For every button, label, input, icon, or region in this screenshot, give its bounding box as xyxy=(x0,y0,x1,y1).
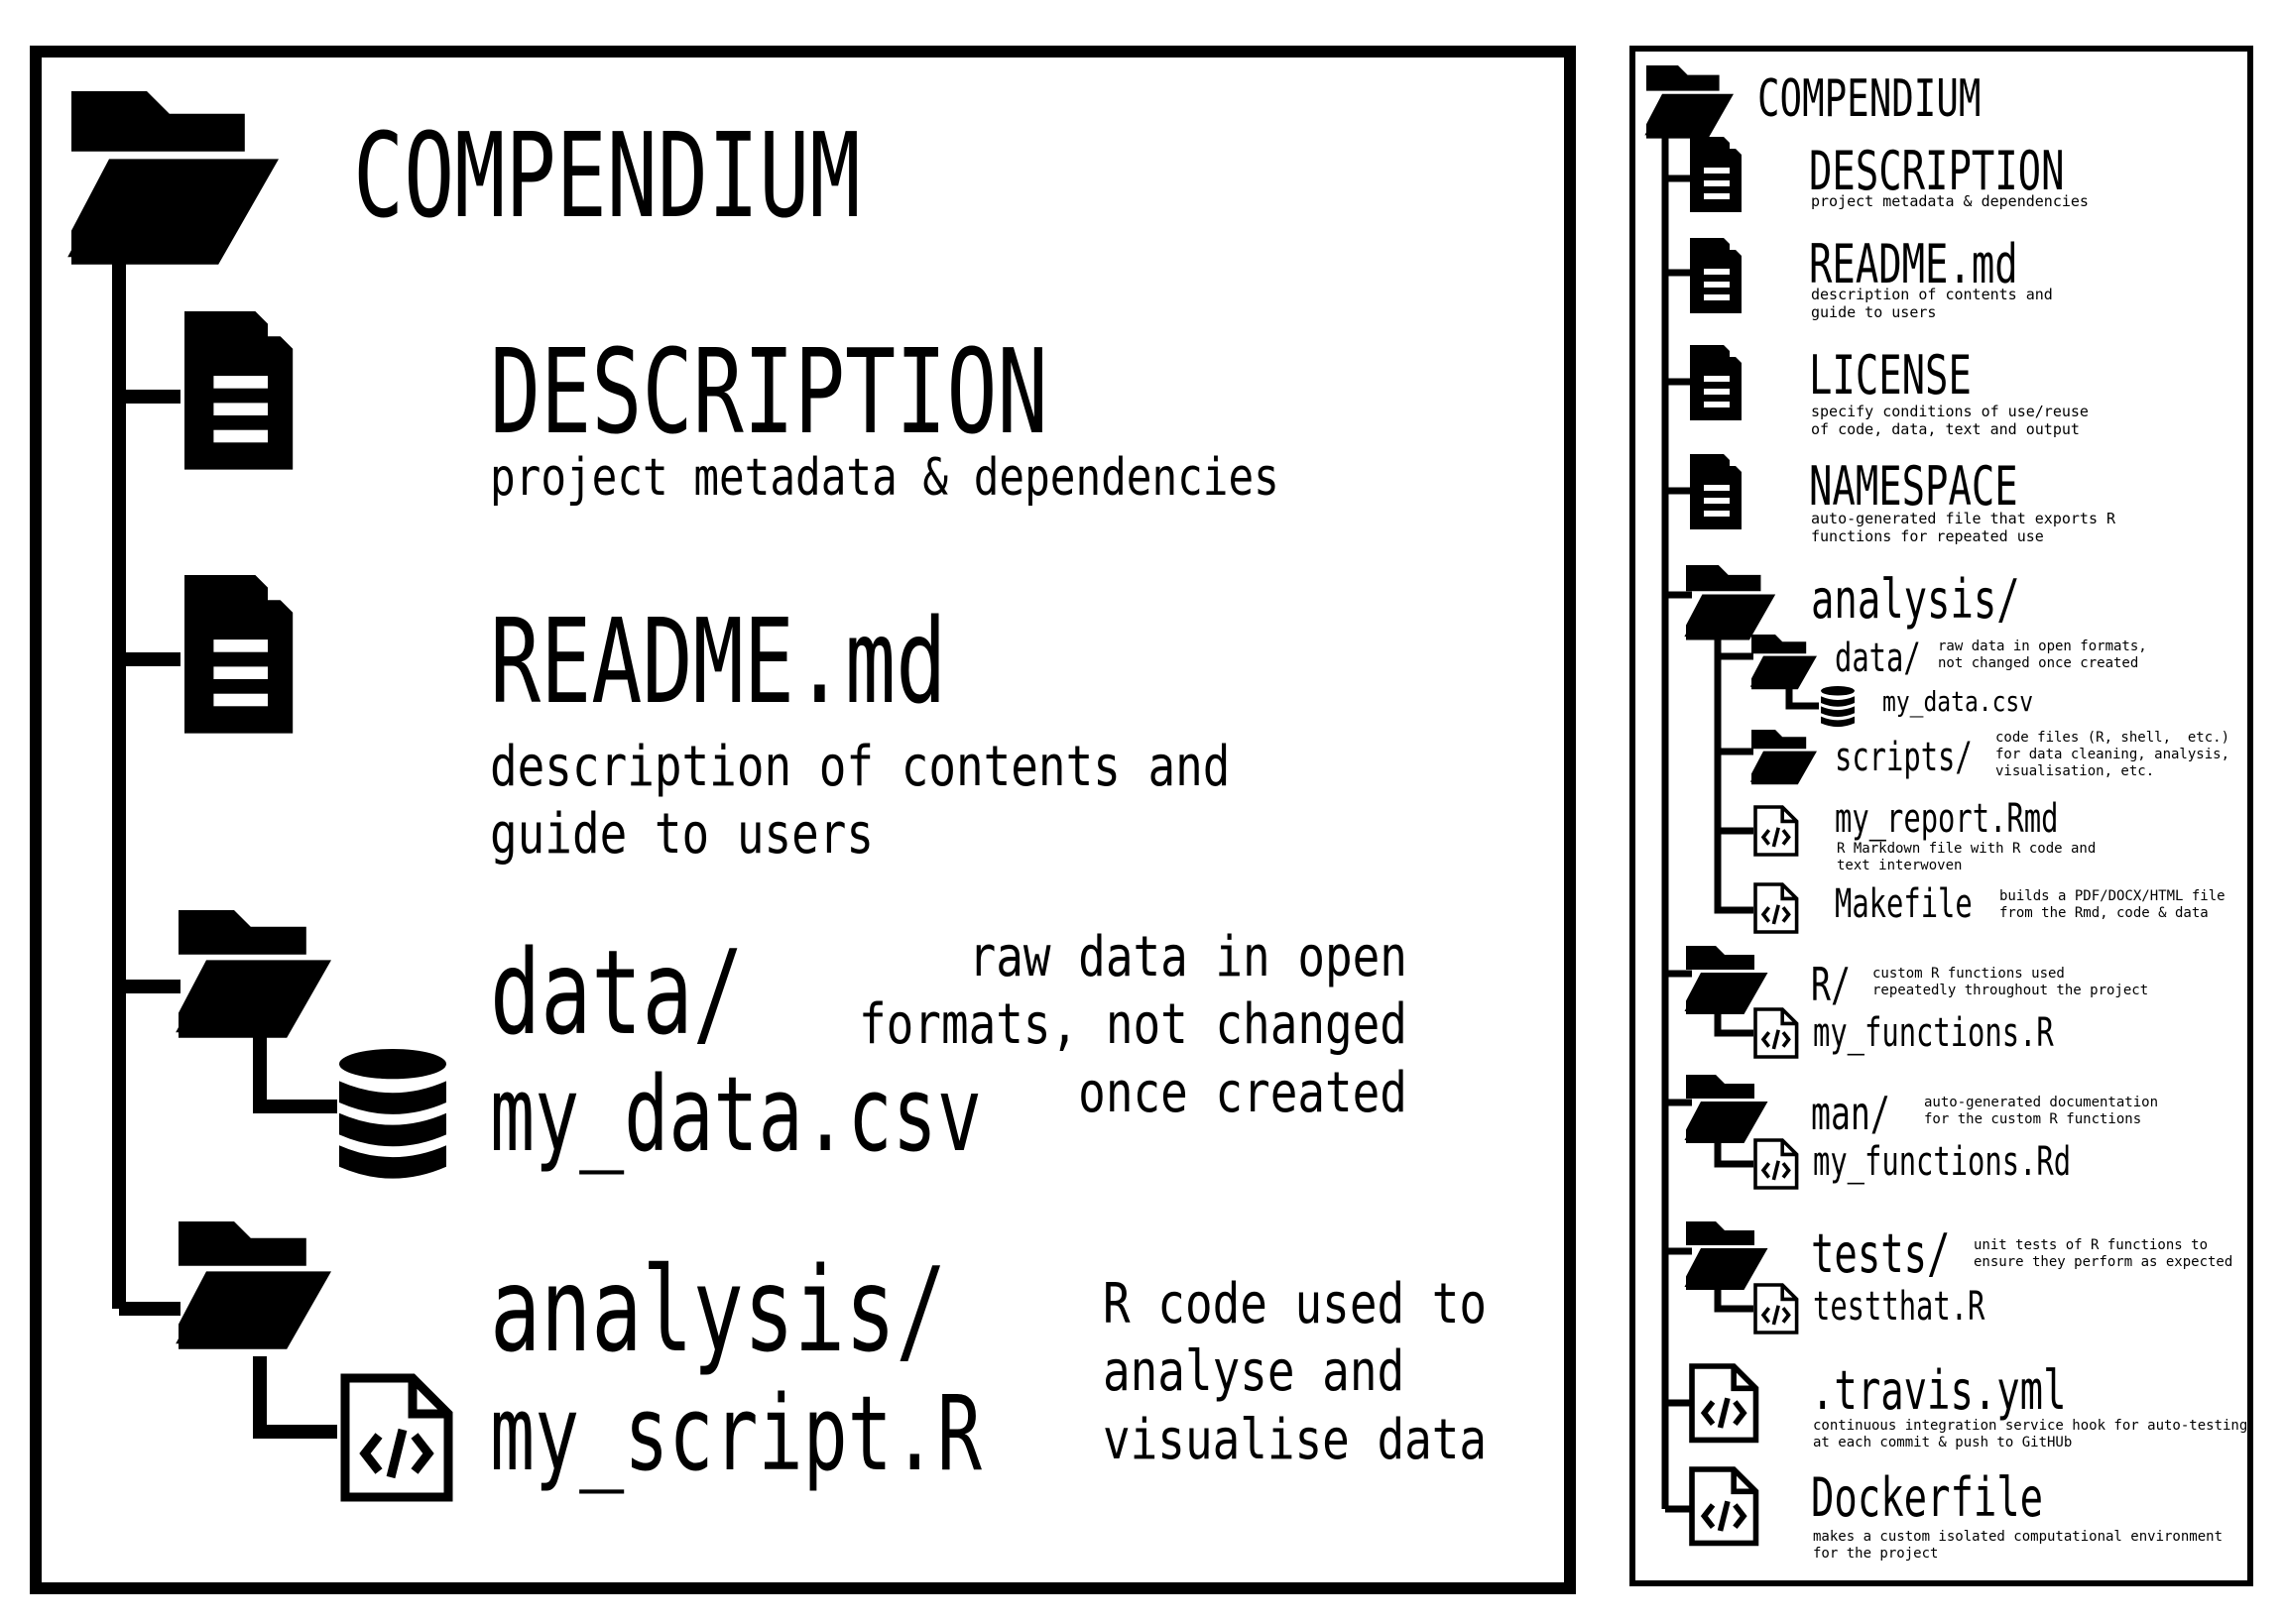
database-icon xyxy=(1821,686,1855,728)
code-file-icon xyxy=(1692,1469,1755,1543)
full-root-title: COMPENDIUM xyxy=(1757,69,1982,129)
full-tree-lines xyxy=(1661,119,1819,1513)
code-file-icon xyxy=(1692,1366,1755,1440)
full-report-title: my_report.Rmd xyxy=(1835,796,2059,842)
data-folder-title: data/ xyxy=(490,924,744,1061)
full-tests-title: tests/ xyxy=(1811,1222,1951,1285)
code-file-icon xyxy=(345,1378,448,1497)
full-travis-desc: continuous integration service hook for … xyxy=(1813,1418,2248,1451)
open-folder-icon xyxy=(176,910,331,1038)
simple-root-title: COMPENDIUM xyxy=(353,107,861,244)
root-folder-icon xyxy=(67,91,279,265)
full-r-file: my_functions.R xyxy=(1813,1010,2054,1056)
full-docker-title: Dockerfile xyxy=(1811,1466,2044,1529)
code-file-icon xyxy=(1753,882,1799,934)
root-folder-icon xyxy=(1644,65,1734,139)
simple-tree-lines xyxy=(112,238,337,1439)
open-folder-icon xyxy=(1684,1221,1768,1290)
full-man-title: man/ xyxy=(1811,1087,1890,1140)
document-icon xyxy=(184,305,300,470)
document-icon xyxy=(1688,233,1746,315)
full-panel-frame xyxy=(1629,46,2253,1586)
description-desc: project metadata & dependencies xyxy=(490,448,1279,508)
full-travis-title: .travis.yml xyxy=(1811,1359,2067,1422)
code-file-icon xyxy=(1753,1007,1799,1059)
full-data-file: my_data.csv xyxy=(1882,685,2034,718)
full-scripts-title: scripts/ xyxy=(1835,735,1973,780)
full-r-desc: custom R functions used repeatedly throu… xyxy=(1872,966,2149,999)
full-readme-title: README.md xyxy=(1809,233,2018,295)
full-readme-desc: description of contents and guide to use… xyxy=(1811,286,2053,322)
full-docker-desc: makes a custom isolated computational en… xyxy=(1813,1529,2224,1563)
readme-title: README.md xyxy=(490,593,947,730)
full-r-title: R/ xyxy=(1811,958,1851,1011)
data-file-name: my_data.csv xyxy=(490,1054,982,1175)
open-folder-icon xyxy=(176,1221,331,1349)
code-file-icon xyxy=(1753,1283,1799,1334)
full-license-desc: specify conditions of use/reuse of code,… xyxy=(1811,403,2089,439)
simple-panel-frame xyxy=(30,46,1576,1594)
full-namespace-title: NAMESPACE xyxy=(1809,455,2018,518)
description-title: DESCRIPTION xyxy=(490,323,1048,460)
analysis-file-name: my_script.R xyxy=(490,1373,982,1494)
document-icon xyxy=(1688,340,1746,422)
full-tests-file: testthat.R xyxy=(1813,1284,1985,1330)
full-tests-desc: unit tests of R functions to ensure they… xyxy=(1974,1237,2233,1271)
analysis-folder-title: analysis/ xyxy=(490,1241,947,1378)
code-file-icon xyxy=(1753,1138,1799,1190)
readme-desc: description of contents and guide to use… xyxy=(490,735,1231,868)
full-makefile-desc: builds a PDF/DOCX/HTML file from the Rmd… xyxy=(1999,888,2225,922)
full-makefile-title: Makefile xyxy=(1835,881,1973,927)
open-folder-icon xyxy=(1749,635,1817,690)
full-analysis-title: analysis/ xyxy=(1811,568,2020,631)
code-file-icon xyxy=(1753,805,1799,857)
analysis-folder-desc: R code used to analyse and visualise dat… xyxy=(1103,1272,1488,1472)
open-folder-icon xyxy=(1684,565,1776,640)
data-folder-desc: raw data in open formats, not changed on… xyxy=(859,925,1407,1125)
full-man-desc: auto-generated documentation for the cus… xyxy=(1924,1095,2159,1128)
full-description-desc: project metadata & dependencies xyxy=(1811,192,2089,210)
full-report-desc: R Markdown file with R code and text int… xyxy=(1837,841,2097,874)
document-icon xyxy=(1688,132,1746,214)
full-license-title: LICENSE xyxy=(1809,344,1972,406)
document-icon xyxy=(1688,449,1746,531)
open-folder-icon xyxy=(1749,730,1817,785)
full-data-desc: raw data in open formats, not changed on… xyxy=(1938,638,2147,672)
full-data-title: data/ xyxy=(1835,636,1921,681)
full-description-title: DESCRIPTION xyxy=(1809,140,2065,202)
document-icon xyxy=(184,569,300,734)
full-man-file: my_functions.Rd xyxy=(1813,1139,2072,1185)
open-folder-icon xyxy=(1684,946,1768,1014)
open-folder-icon xyxy=(1684,1075,1768,1143)
full-namespace-desc: auto-generated file that exports R funct… xyxy=(1811,510,2116,546)
full-scripts-desc: code files (R, shell, etc.) for data cle… xyxy=(1995,730,2230,780)
database-icon xyxy=(339,1049,446,1179)
